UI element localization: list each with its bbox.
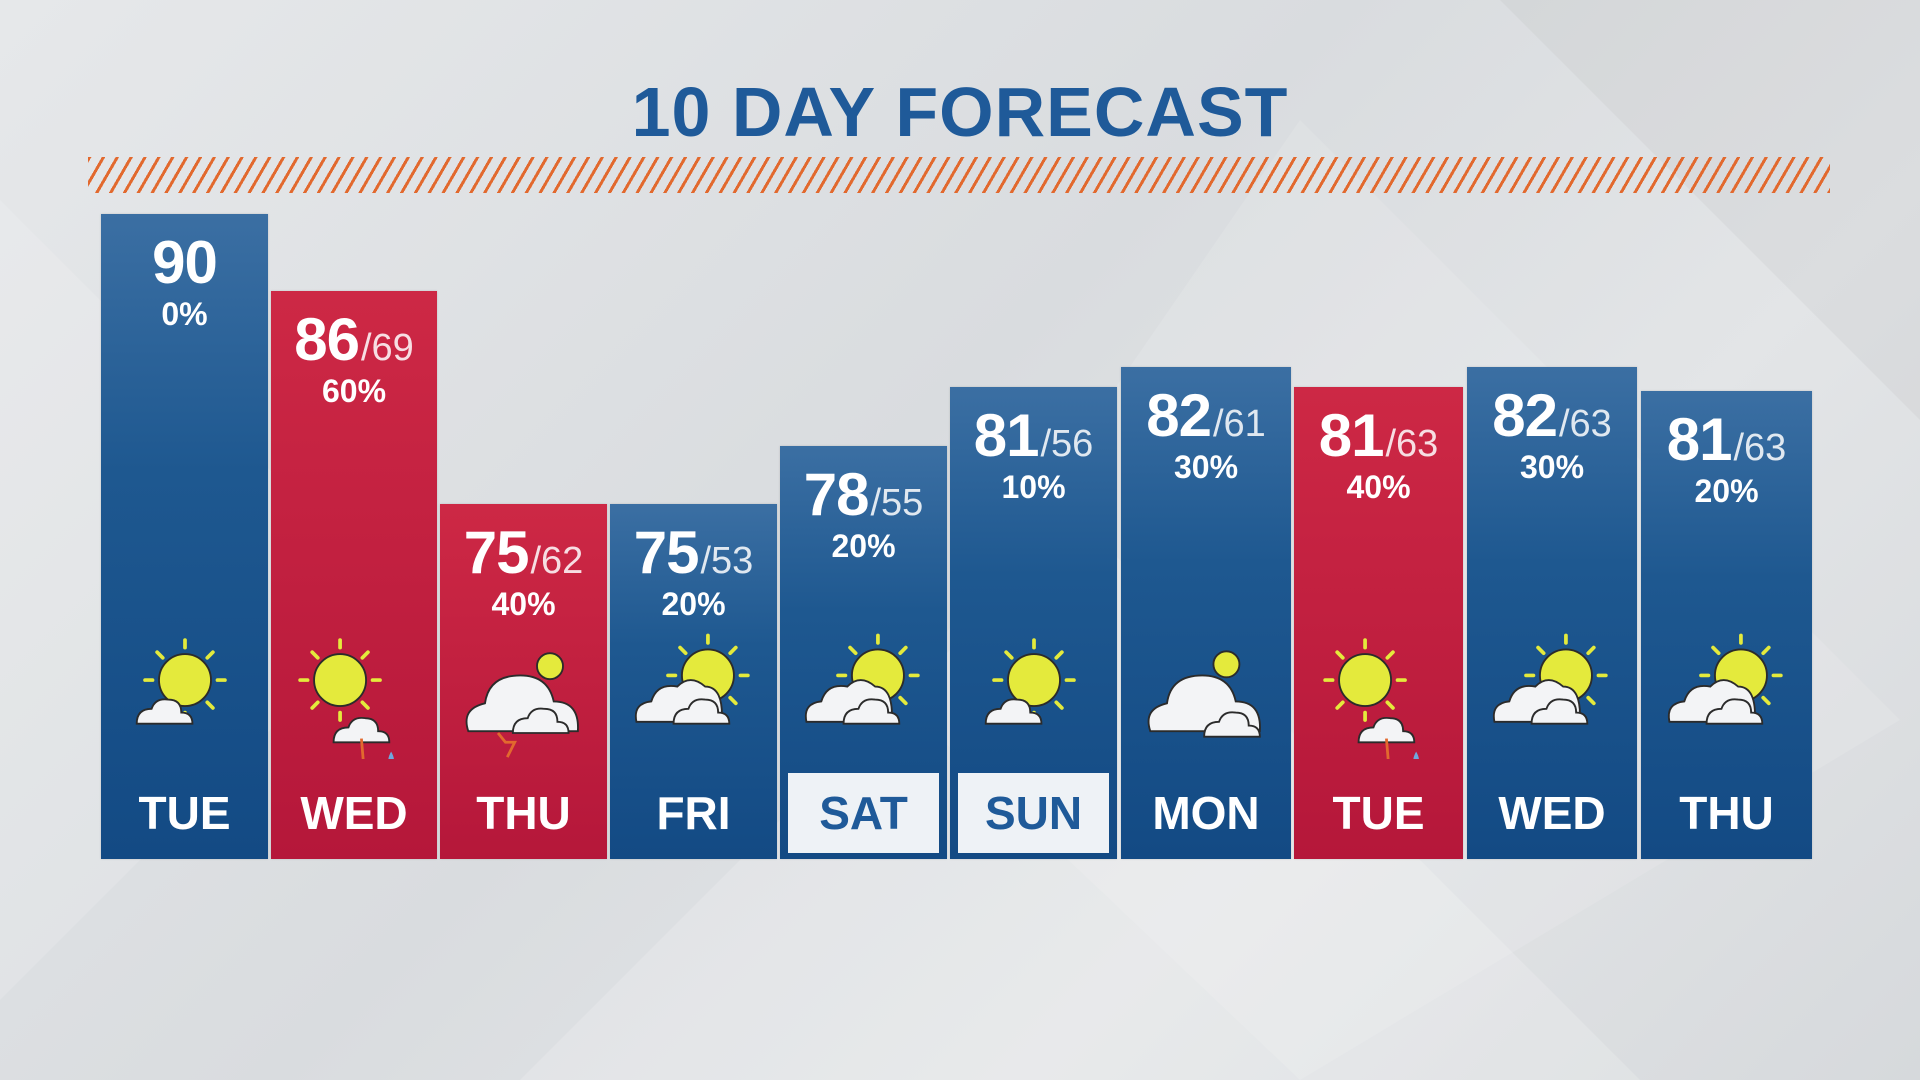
temperature: 82/61 [1121, 381, 1291, 450]
forecast-column-6: 81/56 10% SUN [950, 387, 1117, 859]
forecast-column-9: 82/63 30% WED [1467, 367, 1637, 859]
low-temperature: /63 [1733, 427, 1787, 469]
temperature: 75/62 [440, 518, 607, 587]
day-label: SUN [958, 773, 1109, 853]
day-label: TUE [138, 787, 231, 839]
day-label: SAT [788, 773, 939, 853]
low-temperature: /55 [870, 482, 924, 524]
low-temperature: /62 [530, 540, 584, 582]
high-temperature: 75 [463, 519, 530, 586]
low-temperature: /53 [700, 540, 754, 582]
high-temperature: 81 [1666, 406, 1733, 473]
forecast-column-1: 90 0% TUE [101, 214, 268, 859]
high-temperature: 81 [1318, 402, 1385, 469]
sun-cloud-icon [969, 629, 1099, 759]
day-label: MON [1152, 787, 1260, 839]
precip-chance: 40% [1346, 469, 1411, 505]
forecast-column-4: 75/53 20% FRI [610, 504, 777, 859]
thunderstorm-icon [459, 629, 589, 759]
precip-chance: 20% [661, 586, 726, 622]
precip-chance: 10% [1001, 469, 1066, 505]
low-temperature: /69 [360, 327, 414, 369]
precip-chance: 60% [321, 373, 387, 409]
high-temperature: 82 [1492, 382, 1558, 449]
partly-cloudy-icon [629, 629, 759, 759]
precip-chance: 20% [831, 528, 896, 564]
temperature: 75/53 [610, 518, 777, 587]
temperature: 81/63 [1641, 405, 1812, 474]
high-temperature: 82 [1146, 382, 1212, 449]
high-temperature: 81 [973, 402, 1040, 469]
partly-cloudy-icon [799, 629, 929, 759]
day-label: WED [300, 787, 408, 839]
precip-chance: 30% [1519, 449, 1585, 485]
sun-thunderstorm-icon [1314, 629, 1444, 777]
precip-chance: 40% [491, 586, 556, 622]
precip-chance: 30% [1173, 449, 1239, 485]
forecast-column-5: 78/55 20% SAT [780, 446, 947, 859]
sun-cloud-icon [120, 629, 250, 759]
day-label: THU [476, 787, 571, 839]
forecast-column-2: 86/69 60% WED [271, 291, 437, 859]
day-label: THU [1679, 787, 1774, 839]
temperature: 86/69 [271, 305, 437, 374]
precip-chance: 0% [161, 296, 208, 332]
forecast-column-8: 81/63 40% TUE [1294, 387, 1463, 859]
forecast-column-7: 82/61 30% MON [1121, 367, 1291, 859]
day-label: FRI [656, 787, 731, 839]
day-label: WED [1498, 787, 1606, 839]
high-temperature: 78 [803, 461, 870, 528]
low-temperature: /63 [1558, 403, 1612, 445]
low-temperature: /56 [1040, 423, 1094, 465]
partly-cloudy-icon [1487, 629, 1617, 759]
low-temperature: /63 [1385, 423, 1439, 465]
temperature: 82/63 [1467, 381, 1637, 450]
temperature: 78/55 [780, 460, 947, 529]
high-temperature: 86 [294, 306, 360, 373]
cloudy-icon [1141, 629, 1271, 759]
day-label: TUE [1332, 787, 1425, 839]
temperature: 81/63 [1294, 401, 1463, 470]
temperature: 90 [101, 228, 268, 297]
high-temperature: 90 [152, 229, 218, 296]
sun-thunderstorm-icon [289, 629, 419, 777]
high-temperature: 75 [633, 519, 700, 586]
precip-chance: 20% [1694, 473, 1759, 509]
forecast-column-3: 75/62 40% THU [440, 504, 607, 859]
forecast-column-10: 81/63 20% THU [1641, 391, 1812, 859]
decorative-stripe [88, 157, 1830, 193]
page-title: 10 DAY FORECAST [631, 73, 1289, 151]
temperature: 81/56 [950, 401, 1117, 470]
partly-cloudy-icon [1662, 629, 1792, 759]
low-temperature: /61 [1212, 403, 1266, 445]
